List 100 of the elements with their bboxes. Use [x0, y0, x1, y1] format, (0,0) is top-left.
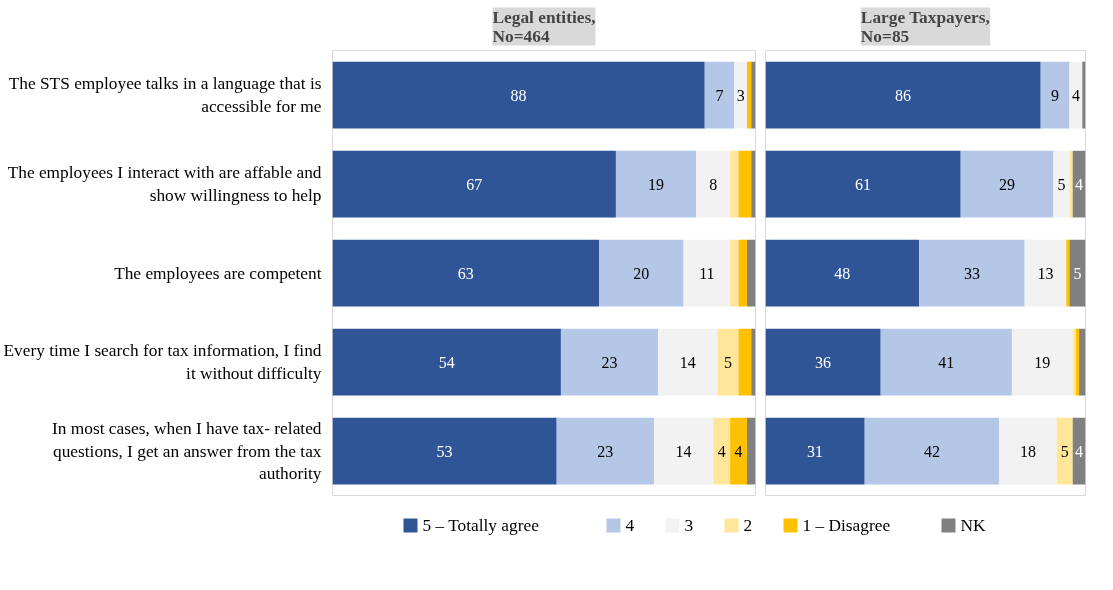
bar: [738, 328, 752, 396]
chart-title: Large Taxpayers, No=85: [860, 7, 990, 46]
data-label: 53: [436, 442, 453, 460]
bar: [598, 239, 684, 307]
chart-title: Legal entities, No=464: [492, 7, 596, 46]
data-label: 4: [1075, 442, 1084, 460]
y-tick-label: In most cases, when I have tax- related questions, I get an answer from the tax authority: [52, 418, 322, 484]
bar: [556, 417, 654, 485]
bar: [1072, 328, 1076, 396]
bar: [332, 239, 599, 307]
data-label: 3: [736, 86, 745, 104]
bar: [747, 417, 756, 485]
data-label: 5: [1057, 175, 1066, 193]
bar: [683, 239, 731, 307]
bar: [751, 328, 756, 396]
data-label: 14: [679, 353, 696, 371]
bar: [880, 328, 1012, 396]
bar: [960, 150, 1054, 218]
y-tick-label: Every time I search for tax information, I find it without difficulty: [3, 341, 322, 383]
bar: [765, 61, 1041, 129]
bar: [713, 417, 731, 485]
data-label: 61: [855, 175, 872, 193]
legend-label: 2: [743, 516, 753, 535]
bar: [615, 150, 697, 218]
legend-label: 4: [625, 516, 635, 535]
data-label: 42: [923, 442, 940, 460]
bar: [1069, 150, 1073, 218]
bar: [738, 239, 748, 307]
data-label: 5: [1073, 264, 1082, 282]
data-label: 23: [597, 442, 614, 460]
bar: [747, 239, 756, 307]
bar: [999, 417, 1057, 485]
bar: [1011, 328, 1073, 396]
data-label: 14: [675, 442, 692, 460]
bar: [734, 61, 748, 129]
bar: [704, 61, 735, 129]
bar: [332, 150, 616, 218]
bar: [332, 417, 557, 485]
bar: [730, 239, 739, 307]
y-tick-label: The STS employee talks in a language that is accessible for me: [8, 74, 322, 116]
bar: [730, 150, 739, 218]
data-label: 5: [1060, 442, 1069, 460]
y-tick-label: The employees I interact with are affable and show willingness to help: [7, 163, 322, 205]
data-label: 23: [601, 353, 618, 371]
bar: [696, 150, 731, 218]
y-tick-label: The employees are competent: [114, 263, 322, 283]
legend-label: 1 – Disagree: [802, 516, 891, 535]
bar: [765, 150, 961, 218]
legend-label: 3: [684, 516, 694, 535]
bar: [1024, 239, 1067, 307]
bar: [751, 61, 756, 129]
bar: [332, 61, 705, 129]
bar: [738, 150, 752, 218]
legend-label: NK: [960, 516, 987, 535]
bar: [1075, 328, 1080, 396]
data-label: 29: [999, 175, 1016, 193]
data-label: 11: [699, 264, 715, 282]
bar: [658, 328, 718, 396]
bar: [1079, 328, 1086, 396]
data-label: 4: [1071, 86, 1080, 104]
data-label: 5: [724, 353, 733, 371]
data-label: 33: [963, 264, 980, 282]
bar: [332, 328, 561, 396]
data-label: 20: [633, 264, 650, 282]
data-label: 36: [815, 353, 832, 371]
data-label: 4: [717, 442, 726, 460]
bar: [765, 417, 865, 485]
bar: [730, 417, 748, 485]
data-label: 41: [938, 353, 955, 371]
bar: [560, 328, 659, 396]
data-label: 88: [510, 86, 527, 104]
data-label: 8: [709, 175, 718, 193]
data-label: 9: [1051, 86, 1060, 104]
data-label: 31: [807, 442, 824, 460]
bar: [717, 328, 739, 396]
bar: [864, 417, 1000, 485]
data-label: 48: [834, 264, 851, 282]
data-label: 13: [1037, 264, 1054, 282]
bar: [1053, 150, 1070, 218]
data-label: 19: [1034, 353, 1051, 371]
bar: [653, 417, 714, 485]
bar: [751, 150, 756, 218]
data-label: 19: [648, 175, 665, 193]
data-label: 86: [895, 86, 912, 104]
data-label: 63: [457, 264, 474, 282]
legend-label: 5 – Totally agree: [422, 516, 540, 535]
bar: [1040, 61, 1070, 129]
bar: [765, 328, 881, 396]
data-label: 4: [734, 442, 743, 460]
bar: [919, 239, 1025, 307]
bar: [747, 61, 752, 129]
bar: [1066, 239, 1070, 307]
data-label: 7: [715, 86, 724, 104]
data-label: 4: [1075, 175, 1084, 193]
data-label: 18: [1019, 442, 1036, 460]
bar: [1082, 61, 1086, 129]
bar: [765, 239, 920, 307]
bar: [1056, 417, 1073, 485]
data-label: 54: [438, 353, 455, 371]
data-label: 67: [466, 175, 483, 193]
